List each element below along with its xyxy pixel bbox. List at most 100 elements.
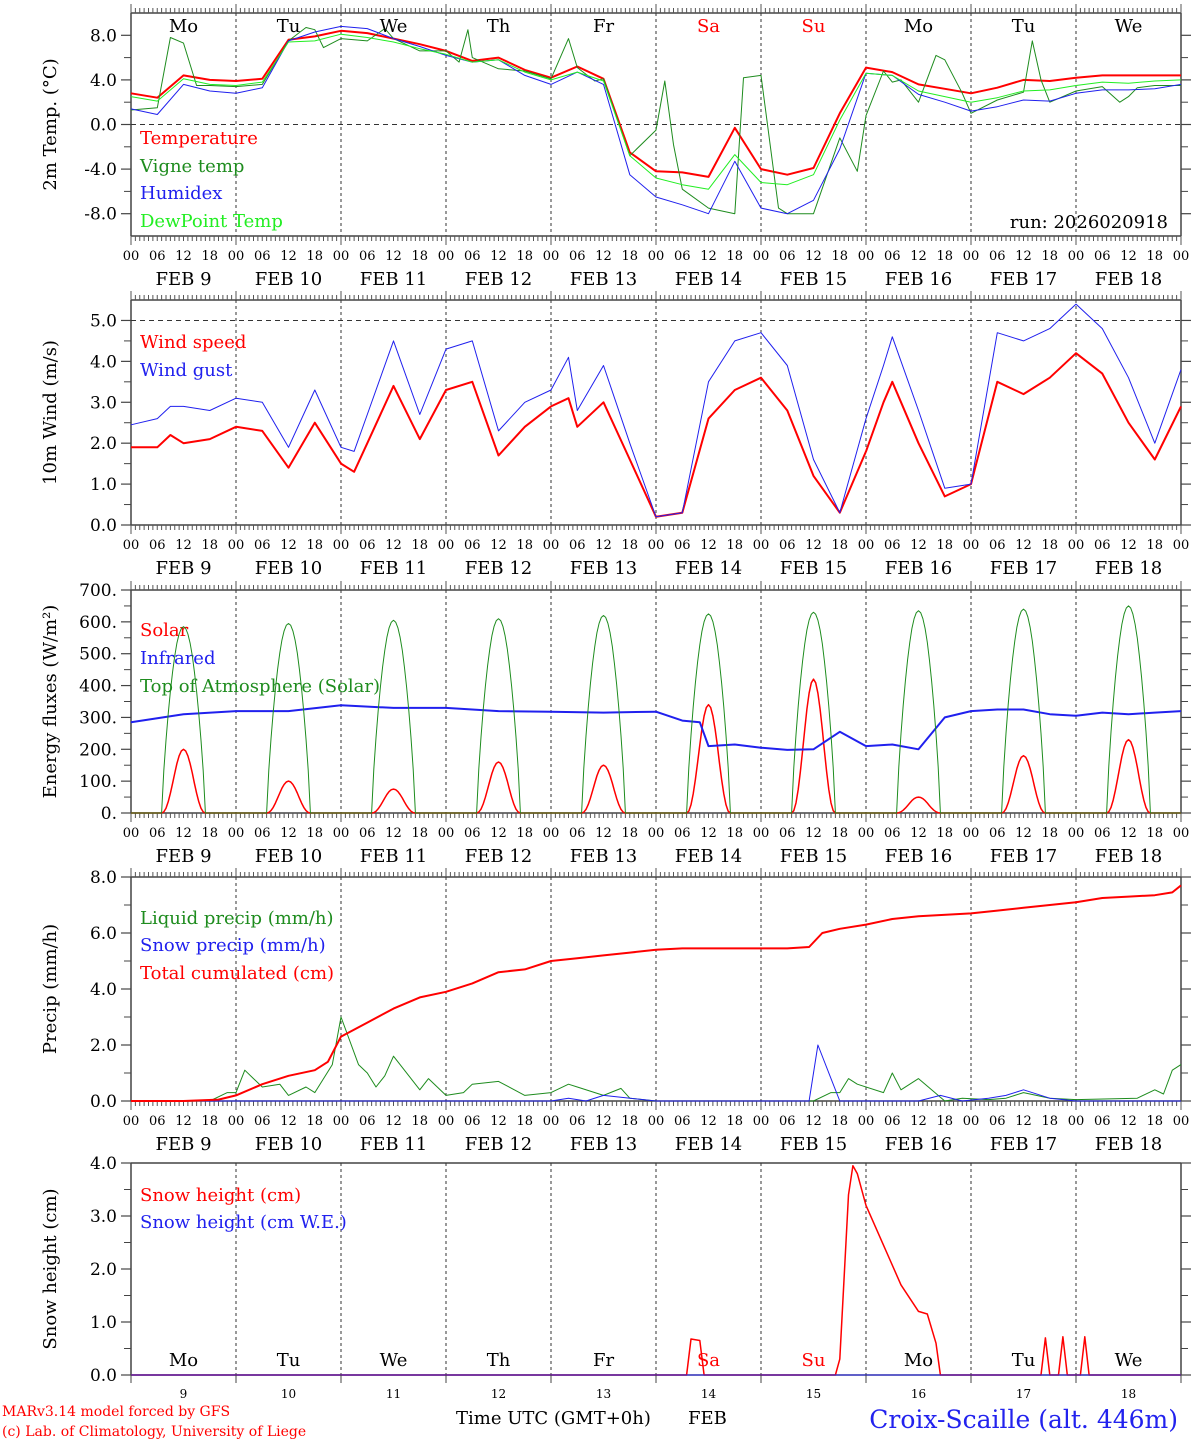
x-hour-label: 12 bbox=[490, 1114, 507, 1129]
x-hour-label: 06 bbox=[674, 538, 691, 553]
x-day-label: FEB 11 bbox=[360, 558, 427, 579]
x-day-label: FEB 16 bbox=[885, 1134, 952, 1155]
x-day-label: FEB 17 bbox=[990, 1134, 1057, 1155]
x-hour-label: 06 bbox=[464, 1114, 481, 1129]
x-hour-label: 12 bbox=[1120, 538, 1137, 553]
series-line-vigne-temp bbox=[130, 27, 1181, 215]
day-number-label: 18 bbox=[1121, 1387, 1136, 1401]
series-line-dewpoint-temp bbox=[130, 33, 1182, 190]
x-day-label: FEB 16 bbox=[885, 558, 952, 579]
y-tick-label: 500. bbox=[79, 645, 117, 665]
x-hour-label: 06 bbox=[569, 249, 586, 264]
x-day-label: FEB 18 bbox=[1095, 1134, 1162, 1155]
x-hour-label: 18 bbox=[831, 1114, 848, 1129]
x-hour-label: 12 bbox=[280, 1114, 297, 1129]
x-hour-label: 18 bbox=[411, 538, 428, 553]
x-hour-label: 00 bbox=[753, 538, 770, 553]
x-hour-label: 00 bbox=[858, 538, 875, 553]
y-tick-label: 4.0 bbox=[90, 1154, 117, 1174]
x-hour-label: 12 bbox=[595, 249, 612, 264]
x-hour-label: 12 bbox=[1120, 1114, 1137, 1129]
x-hour-label: 06 bbox=[1094, 826, 1111, 841]
x-hour-label: 12 bbox=[1015, 249, 1032, 264]
y-axis-label: Snow height (cm) bbox=[40, 1188, 61, 1349]
station-title: Croix-Scaille (alt. 446m) bbox=[869, 1405, 1178, 1434]
day-number-label: 9 bbox=[180, 1387, 188, 1401]
y-tick-label: 2.0 bbox=[90, 434, 117, 454]
x-hour-label: 18 bbox=[936, 249, 953, 264]
x-hour-label: 00 bbox=[438, 826, 455, 841]
x-day-label: FEB 13 bbox=[570, 846, 637, 867]
x-hour-label: 18 bbox=[516, 538, 533, 553]
day-number-label: 13 bbox=[596, 1387, 611, 1401]
x-hour-label: 12 bbox=[1120, 249, 1137, 264]
x-hour-label: 06 bbox=[674, 1114, 691, 1129]
legend-entry: Temperature bbox=[140, 128, 258, 149]
x-day-label: FEB 14 bbox=[675, 558, 742, 579]
x-day-label: FEB 10 bbox=[255, 269, 322, 290]
x-hour-label: 12 bbox=[175, 1114, 192, 1129]
series-line-snow-precip-mm-h bbox=[131, 1044, 1181, 1102]
x-hour-label: 00 bbox=[858, 249, 875, 264]
x-hour-label: 12 bbox=[385, 538, 402, 553]
y-tick-label: 0.0 bbox=[90, 116, 117, 136]
x-hour-label: 00 bbox=[858, 1114, 875, 1129]
x-day-label: FEB 15 bbox=[780, 269, 847, 290]
x-day-label: FEB 17 bbox=[990, 558, 1057, 579]
x-hour-label: 06 bbox=[674, 249, 691, 264]
x-hour-label: 00 bbox=[333, 826, 350, 841]
x-hour-label: 18 bbox=[201, 826, 218, 841]
x-hour-label: 18 bbox=[1041, 249, 1058, 264]
x-hour-label: 18 bbox=[201, 538, 218, 553]
x-hour-label: 00 bbox=[1173, 826, 1190, 841]
x-hour-label: 06 bbox=[569, 538, 586, 553]
weekday-label: We bbox=[1115, 1350, 1143, 1371]
x-day-label: FEB 13 bbox=[570, 269, 637, 290]
y-tick-label: 1.0 bbox=[90, 1313, 117, 1333]
y-tick-label: 1.0 bbox=[90, 475, 117, 495]
x-hour-label: 12 bbox=[175, 826, 192, 841]
y-tick-label: 100. bbox=[79, 772, 117, 792]
legend-entry: Vigne temp bbox=[139, 156, 244, 177]
y-axis-label: Energy fluxes (W/m²) bbox=[40, 605, 61, 799]
x-hour-label: 00 bbox=[753, 249, 770, 264]
x-hour-label: 00 bbox=[858, 826, 875, 841]
y-tick-label: 5.0 bbox=[90, 311, 117, 331]
weekday-label: Su bbox=[802, 16, 826, 37]
y-tick-label: 3.0 bbox=[90, 1207, 117, 1227]
x-hour-label: 18 bbox=[726, 826, 743, 841]
x-hour-label: 00 bbox=[228, 826, 245, 841]
x-hour-label: 18 bbox=[831, 538, 848, 553]
x-hour-label: 18 bbox=[1146, 1114, 1163, 1129]
x-hour-label: 18 bbox=[1146, 249, 1163, 264]
x-hour-label: 18 bbox=[621, 249, 638, 264]
x-hour-label: 00 bbox=[963, 1114, 980, 1129]
x-hour-label: 06 bbox=[989, 826, 1006, 841]
x-hour-label: 18 bbox=[516, 249, 533, 264]
x-hour-label: 12 bbox=[910, 1114, 927, 1129]
x-day-label: FEB 10 bbox=[255, 1134, 322, 1155]
y-tick-label: -4.0 bbox=[84, 160, 117, 180]
y-tick-label: 0.0 bbox=[90, 1366, 117, 1386]
y-tick-label: 4.0 bbox=[90, 352, 117, 372]
x-hour-label: 12 bbox=[700, 538, 717, 553]
x-hour-label: 00 bbox=[1068, 1114, 1085, 1129]
x-hour-label: 00 bbox=[1068, 249, 1085, 264]
y-tick-label: 700. bbox=[79, 581, 117, 601]
y-tick-label: 3.0 bbox=[90, 393, 117, 413]
x-hour-label: 00 bbox=[438, 249, 455, 264]
x-hour-label: 18 bbox=[411, 1114, 428, 1129]
x-hour-label: 06 bbox=[779, 826, 796, 841]
x-hour-label: 18 bbox=[1041, 826, 1058, 841]
x-hour-label: 00 bbox=[543, 826, 560, 841]
x-hour-label: 12 bbox=[700, 1114, 717, 1129]
y-tick-label: 4.0 bbox=[90, 71, 117, 91]
x-hour-label: 18 bbox=[831, 826, 848, 841]
day-number-label: 14 bbox=[701, 1387, 717, 1401]
x-hour-label: 12 bbox=[280, 249, 297, 264]
x-hour-label: 00 bbox=[123, 249, 140, 264]
legend-entry: Wind speed bbox=[140, 332, 246, 353]
x-hour-label: 00 bbox=[333, 538, 350, 553]
x-hour-label: 12 bbox=[175, 538, 192, 553]
x-hour-label: 18 bbox=[621, 538, 638, 553]
